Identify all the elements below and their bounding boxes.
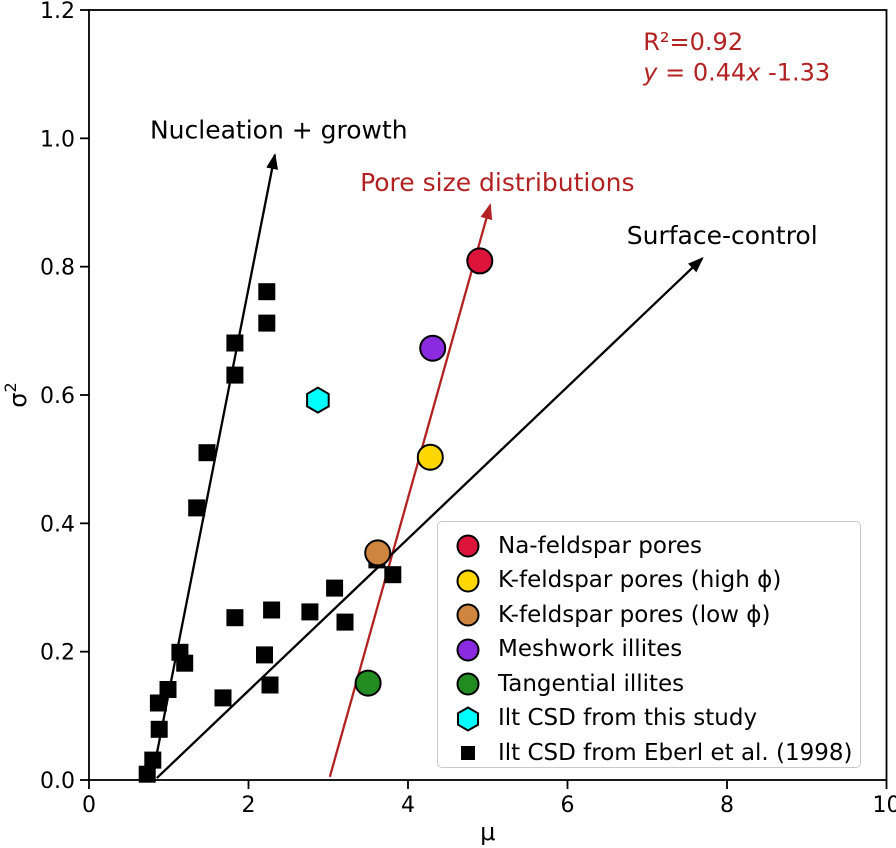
legend-marker-square: [461, 746, 475, 761]
data-point-circle: [354, 669, 382, 697]
data-point-square: [149, 694, 167, 712]
x-tick-label: 6: [561, 793, 575, 818]
x-tick-label: 8: [720, 793, 734, 818]
legend-label: Na-feldspar pores: [498, 532, 703, 559]
legend-marker-circle: [456, 569, 480, 593]
y-tick-label: 0.2: [40, 641, 75, 666]
data-point-square: [176, 654, 194, 672]
legend-label: Ilt CSD from this study: [498, 705, 758, 732]
legend-item: K-feldspar pores (high ϕ): [438, 564, 860, 599]
y-tick-label: 0.4: [40, 512, 75, 537]
surface-control-arrow-label: Surface-control: [627, 221, 818, 250]
y-axis-label: σ2: [1, 382, 32, 407]
data-point-square: [226, 334, 244, 352]
data-point-circle: [466, 247, 494, 275]
legend-label: Meshwork illites: [498, 636, 683, 663]
data-point-square: [226, 366, 244, 384]
legend-item: Tangential illites: [438, 667, 860, 702]
data-point-square: [138, 765, 156, 783]
data-point-square: [336, 613, 354, 631]
nucleation-growth-arrow: [150, 153, 278, 779]
data-point-square: [258, 283, 276, 301]
nucleation-growth-arrow-label: Nucleation + growth: [150, 115, 408, 144]
legend-label: Ilt CSD from Eberl et al. (1998): [498, 739, 853, 766]
legend-marker-circle: [456, 603, 480, 627]
legend-item: Na-feldspar pores: [438, 529, 860, 564]
legend-label: K-feldspar pores (low ϕ): [498, 601, 771, 628]
legend-marker-circle: [456, 638, 480, 662]
data-point-circle: [416, 443, 444, 471]
data-point-square: [384, 566, 402, 584]
legend-item: Meshwork illites: [438, 633, 860, 668]
annotation-equation: y = 0.44x -1.33: [642, 59, 830, 87]
x-tick-label: 10: [873, 793, 896, 818]
y-tick-label: 0.0: [40, 769, 75, 794]
data-point-square: [263, 601, 281, 619]
legend-item: Ilt CSD from this study: [438, 702, 860, 737]
data-point-square: [144, 751, 162, 769]
data-point-circle: [419, 334, 447, 362]
x-tick-label: 2: [242, 793, 256, 818]
legend: Na-feldspar pores K-feldspar pores (high …: [437, 521, 861, 768]
data-point-square: [326, 579, 344, 597]
x-tick-label: 4: [401, 793, 415, 818]
data-point-circle: [364, 539, 392, 567]
data-point-square: [256, 646, 273, 664]
legend-item: K-feldspar pores (low ϕ): [438, 598, 860, 633]
x-tick-label: 0: [82, 793, 96, 818]
data-point-hexagon: [306, 386, 330, 414]
data-point-square: [188, 499, 206, 517]
legend-label: K-feldspar pores (high ϕ): [498, 567, 782, 594]
annotation-r-squared: R²=0.92: [643, 28, 743, 56]
x-axis-label: μ: [480, 818, 495, 846]
data-point-square: [301, 603, 319, 621]
y-tick-label: 1.0: [40, 127, 75, 152]
legend-marker-circle: [456, 672, 480, 696]
data-point-square: [159, 681, 177, 698]
legend-marker-circle: [456, 534, 480, 558]
data-point-square: [198, 444, 216, 462]
data-point-square: [258, 314, 276, 332]
pore-size-arrow-label: Pore size distributions: [360, 168, 634, 197]
y-tick-label: 1.2: [40, 0, 75, 24]
data-point-square: [150, 720, 168, 738]
data-point-square: [261, 676, 279, 694]
data-point-square: [214, 689, 232, 707]
legend-marker-hexagon: [457, 706, 479, 732]
y-tick-label: 0.8: [40, 256, 75, 281]
y-tick-label: 0.6: [40, 384, 75, 409]
legend-item: Ilt CSD from Eberl et al. (1998): [438, 736, 860, 771]
surface-control-arrow: [155, 256, 704, 779]
data-point-square: [226, 609, 244, 627]
legend-label: Tangential illites: [498, 670, 685, 697]
